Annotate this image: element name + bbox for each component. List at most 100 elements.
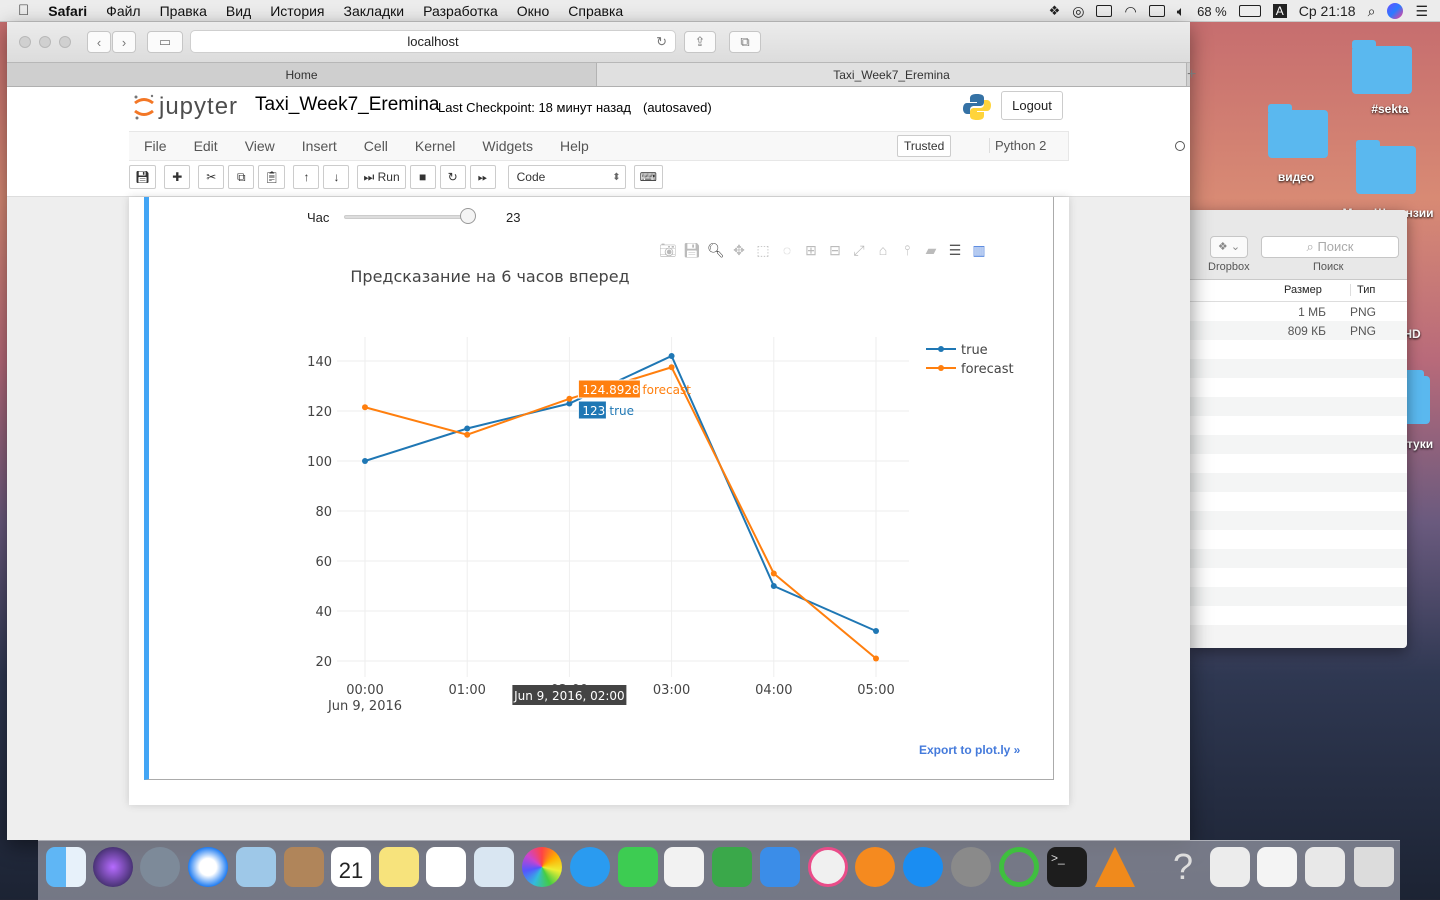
export-to-plotly-link[interactable]: Export to plot.ly »	[919, 743, 1021, 757]
reminders-dock-icon[interactable]	[426, 847, 466, 887]
back-button[interactable]: ‹	[87, 31, 111, 53]
jmenu-help[interactable]: Help	[559, 138, 589, 154]
reload-icon[interactable]: ↻	[656, 34, 667, 49]
menu-item-view[interactable]: Вид	[214, 2, 251, 19]
wifi-icon[interactable]: ◠	[1124, 2, 1137, 19]
lasso-icon[interactable]: ◌	[782, 242, 792, 258]
finder-search-input[interactable]: ⌕ Поиск	[1261, 236, 1399, 258]
hour-slider-track[interactable]	[344, 215, 470, 219]
jmenu-insert[interactable]: Insert	[301, 138, 337, 154]
notebook-title[interactable]: Taxi_Week7_Eremina	[255, 94, 440, 115]
display-icon[interactable]	[1096, 5, 1113, 17]
hour-slider-handle[interactable]	[460, 208, 476, 224]
preview-dock-icon[interactable]	[474, 847, 514, 887]
textedit-dock-icon[interactable]	[664, 847, 704, 887]
finder-dock-icon[interactable]	[46, 847, 86, 887]
restart-button[interactable]: ↻	[439, 165, 466, 189]
sidebar-button[interactable]: ▭	[147, 31, 183, 53]
jmenu-view[interactable]: View	[244, 138, 275, 154]
home-icon[interactable]: ⌂	[878, 242, 888, 258]
menu-app-name[interactable]: Safari	[37, 2, 87, 19]
address-bar[interactable]: localhost ↻	[190, 30, 676, 53]
system-preferences-dock-icon[interactable]	[951, 847, 991, 887]
legend[interactable]: true forecast	[926, 343, 1014, 377]
trash-dock-icon[interactable]	[1354, 847, 1394, 887]
dropbox-button[interactable]: ❖ ⌄	[1210, 236, 1248, 258]
desktop-folder-icon[interactable]	[1356, 140, 1416, 194]
photos-dock-icon[interactable]	[522, 847, 562, 887]
input-source-icon[interactable]: A	[1272, 4, 1287, 18]
camera-icon[interactable]: 📷︎	[659, 242, 677, 258]
siri-dock-icon[interactable]	[93, 847, 133, 887]
spotlight-icon[interactable]: ⌕	[1367, 2, 1376, 19]
share-button[interactable]: ⇪	[684, 31, 716, 53]
mail-dock-icon[interactable]	[236, 847, 276, 887]
contacts-dock-icon[interactable]	[284, 847, 324, 887]
jmenu-widgets[interactable]: Widgets	[482, 138, 533, 154]
jmenu-kernel[interactable]: Kernel	[414, 138, 456, 154]
notification-center-icon[interactable]: ☰	[1415, 2, 1428, 19]
window-thumbnail-dock-icon[interactable]	[1257, 847, 1297, 887]
desktop-label-video[interactable]: видео	[1277, 170, 1315, 184]
terminal-dock-icon[interactable]: >_	[1047, 847, 1087, 887]
itunes-dock-icon[interactable]	[808, 847, 848, 887]
clock[interactable]: Ср 21:18	[1298, 3, 1356, 19]
jmenu-file[interactable]: File	[144, 138, 167, 154]
jmenu-cell[interactable]: Cell	[363, 138, 388, 154]
menu-item-file[interactable]: Файл	[94, 2, 140, 19]
desktop-label-hd[interactable]: HD	[1403, 327, 1421, 341]
plot-area[interactable]: Предсказание на 6 часов вперед 20 40 60 80 1…	[149, 257, 1054, 727]
run-button[interactable]: ⏭︎ Run	[357, 165, 406, 189]
safari-dock-icon[interactable]	[188, 847, 228, 887]
close-window-button[interactable]	[19, 36, 31, 48]
jupyter-logo[interactable]: jupyter	[133, 93, 238, 121]
forward-button[interactable]: ›	[112, 31, 136, 53]
desktop-label-sekta[interactable]: #sekta	[1371, 102, 1409, 116]
plotly-logo-icon[interactable]: ▥	[972, 242, 986, 258]
minimize-window-button[interactable]	[39, 36, 51, 48]
app-store-dock-icon[interactable]	[903, 847, 943, 887]
run-all-button[interactable]: ⏩︎	[469, 165, 496, 189]
facetime-dock-icon[interactable]	[618, 847, 658, 887]
cell-type-select[interactable]: Code	[507, 165, 626, 189]
menu-item-develop[interactable]: Разработка	[411, 2, 498, 19]
box-select-icon[interactable]: ⬚	[756, 242, 770, 258]
ibooks-dock-icon[interactable]	[855, 847, 895, 887]
copy-button[interactable]: ⧉	[228, 165, 255, 189]
zoom-icon[interactable]: 🔍︎	[707, 242, 725, 258]
move-up-button[interactable]: ↑	[293, 165, 320, 189]
column-type[interactable]: Тип	[1350, 284, 1375, 296]
menu-item-history[interactable]: История	[258, 2, 324, 19]
menu-item-help[interactable]: Справка	[557, 2, 623, 19]
activity-dock-icon[interactable]	[999, 847, 1039, 887]
desktop-folder-icon[interactable]	[1268, 104, 1328, 158]
messages-dock-icon[interactable]	[570, 847, 610, 887]
tab-home[interactable]: Home	[7, 63, 597, 86]
spike-lines-icon[interactable]: ⫯	[903, 242, 911, 258]
tab-notebook[interactable]: Taxi_Week7_Eremina	[597, 63, 1187, 86]
jmenu-edit[interactable]: Edit	[193, 138, 218, 154]
save-button[interactable]: 💾︎	[129, 165, 157, 189]
logout-button[interactable]: Logout	[1001, 91, 1063, 120]
siri-icon[interactable]	[1387, 3, 1404, 19]
notes-dock-icon[interactable]	[379, 847, 419, 887]
zoom-in-icon[interactable]: ⊞	[805, 242, 817, 258]
dropbox-tray-icon[interactable]: ❖	[1048, 3, 1061, 18]
command-palette-button[interactable]: ⌨	[633, 165, 663, 189]
battery-icon[interactable]	[1238, 5, 1261, 17]
tabs-overview-button[interactable]: ⧉	[729, 31, 761, 53]
launchpad-dock-icon[interactable]	[140, 847, 180, 887]
menu-item-bookmarks[interactable]: Закладки	[332, 2, 405, 19]
vlc-dock-icon[interactable]	[1095, 847, 1135, 887]
zoom-out-icon[interactable]: ⊟	[829, 242, 841, 258]
hover-compare-icon[interactable]: ☰	[948, 242, 962, 258]
menu-item-window[interactable]: Окно	[505, 2, 550, 19]
insert-cell-button[interactable]: ✚	[164, 165, 191, 189]
creative-cloud-icon[interactable]: ◎	[1072, 2, 1085, 19]
numbers-dock-icon[interactable]	[712, 847, 752, 887]
move-down-button[interactable]: ↓	[323, 165, 350, 189]
cut-button[interactable]: ✂	[198, 165, 225, 189]
list-item[interactable]: 809 КБ PNG	[1190, 321, 1407, 340]
calendar-dock-icon[interactable]: 21	[331, 847, 371, 887]
pan-icon[interactable]: ✥	[733, 242, 745, 258]
